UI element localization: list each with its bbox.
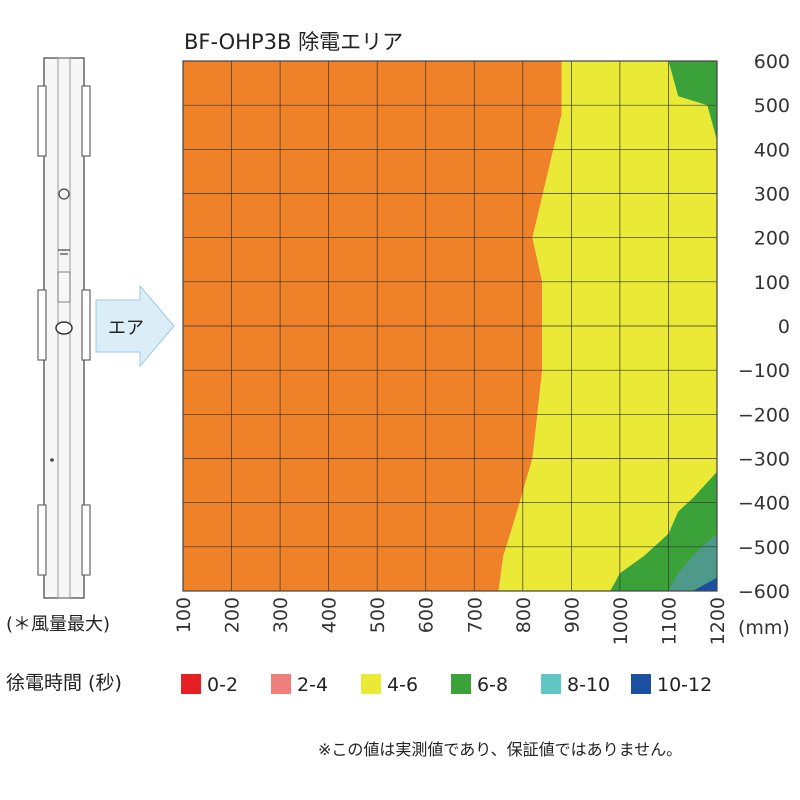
x-tick-label: 800 [513, 597, 535, 633]
legend-swatch [181, 674, 201, 694]
x-tick-label: 100 [173, 597, 195, 633]
x-tick-label: 500 [367, 597, 389, 633]
chart-title: BF-OHP3B 除電エリア [184, 30, 403, 54]
x-unit-label: (mm) [738, 617, 790, 639]
legend-label: 2-4 [297, 674, 328, 696]
y-axis-ticks: 600 500 400 300 200 100 0 −100 −200 −300 −400 −500 −… [738, 51, 790, 603]
y-tick-label: 500 [754, 95, 790, 117]
y-tick-label: 0 [778, 316, 790, 338]
max-air-note: (＊風量最大) [6, 614, 110, 635]
y-tick-label: 600 [754, 51, 790, 73]
region-3 [668, 61, 717, 141]
legend-swatch [631, 674, 651, 694]
legend-item: 0-2 [181, 674, 238, 696]
footnote: ※この値は実測値であり、保証値ではありません。 [318, 740, 682, 759]
bulb-icon [58, 188, 70, 200]
y-tick-label: −400 [738, 493, 790, 515]
region-5 [668, 533, 717, 591]
x-tick-label: 1100 [658, 597, 680, 645]
y-tick-label: 400 [754, 139, 790, 161]
y-tick-label: −200 [738, 404, 790, 426]
y-tick-label: −500 [738, 537, 790, 559]
x-axis-ticks: 100 200 300 400 500 600 700 800 900 1000 1100 1200 [173, 597, 729, 645]
legend-item: 2-4 [271, 674, 328, 696]
y-tick-label: −600 [738, 581, 790, 603]
legend-label: 0-2 [207, 674, 238, 696]
legend-title: 徐電時間 (秒) [6, 672, 122, 694]
logo-mark [55, 321, 73, 335]
legend-swatch [451, 674, 471, 694]
x-tick-label: 200 [222, 597, 244, 633]
legend-item: 10-12 [631, 674, 712, 696]
legend-label: 4-6 [387, 674, 418, 696]
air-label: エア [108, 318, 144, 339]
legend-swatch [361, 674, 381, 694]
device-illustration [37, 57, 91, 599]
region-6 [692, 577, 717, 591]
y-tick-label: 300 [754, 184, 790, 206]
legend-swatch [541, 674, 561, 694]
air-arrow [95, 284, 175, 368]
y-tick-label: 200 [754, 228, 790, 250]
y-tick-label: −100 [738, 360, 790, 382]
legend-swatch [271, 674, 291, 694]
x-tick-label: 1000 [610, 597, 632, 645]
y-tick-label: 100 [754, 272, 790, 294]
legend-item: 8-10 [541, 674, 610, 696]
x-tick-label: 1200 [707, 597, 729, 645]
x-tick-label: 400 [319, 597, 341, 633]
grid-lines [183, 61, 717, 591]
y-tick-label: −300 [738, 449, 790, 471]
x-tick-label: 900 [561, 597, 583, 633]
plot-frame [182, 60, 718, 592]
legend-item: 4-6 [361, 674, 418, 696]
legend-label: 10-12 [657, 674, 712, 696]
legend-label: 8-10 [567, 674, 610, 696]
x-tick-label: 600 [416, 597, 438, 633]
legend-label: 6-8 [477, 674, 508, 696]
legend: 0-2 2-4 4-6 6-8 8-10 10-12 [181, 674, 712, 696]
x-tick-label: 300 [270, 597, 292, 633]
x-tick-label: 700 [464, 597, 486, 633]
legend-item: 6-8 [451, 674, 508, 696]
